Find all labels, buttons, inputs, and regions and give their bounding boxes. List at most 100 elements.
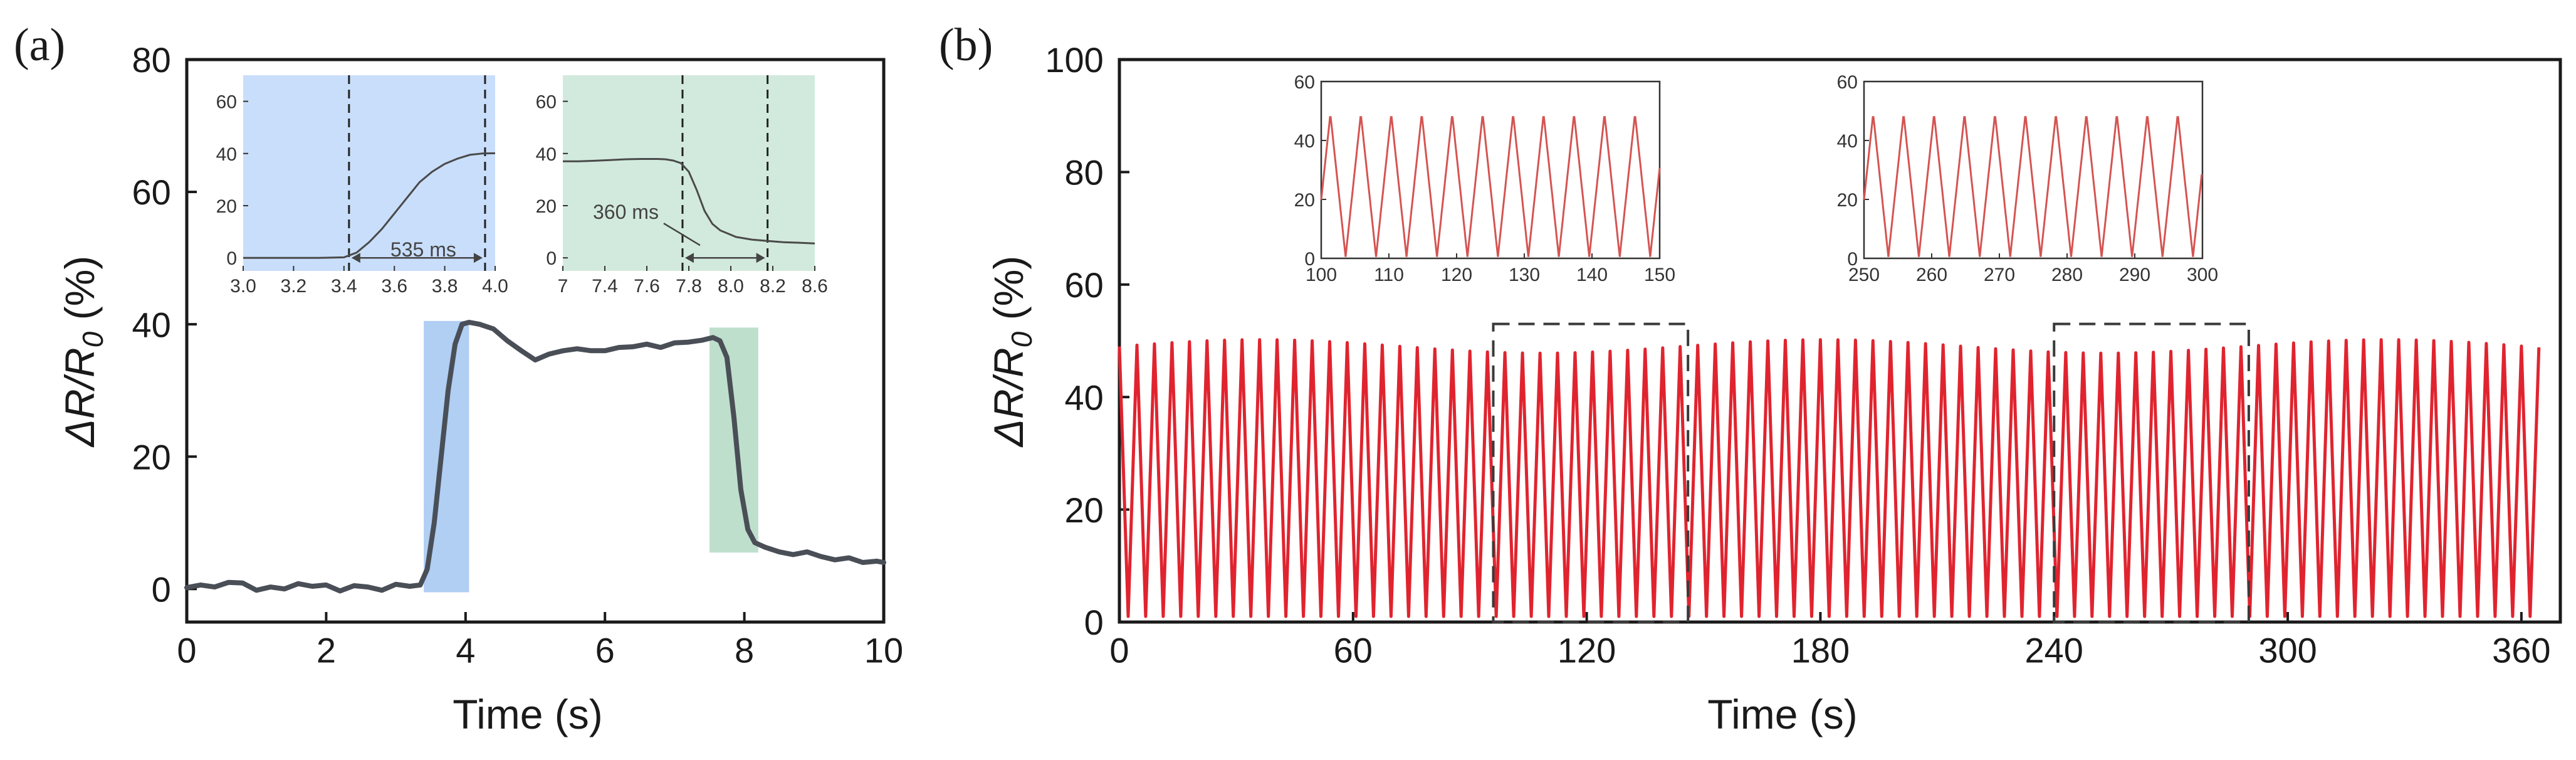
inset-pointer-line: [663, 223, 701, 246]
inset-y-tick-label: 0: [226, 248, 237, 269]
inset-x-tick-label: 7: [558, 276, 568, 297]
y-tick-label: 0: [1084, 603, 1104, 642]
inset-x-tick-label: 8.6: [802, 276, 828, 297]
inset-x-tick-label: 280: [2051, 265, 2083, 285]
b-inset-1: 100 110 120 130 140 150 0 20 40 60: [1294, 72, 1675, 285]
inset-y-tick-label: 60: [536, 92, 557, 113]
inset-x-tick-label: 7.4: [592, 276, 618, 297]
x-tick-label: 60: [1334, 630, 1373, 670]
inset-x-tick-label: 4.0: [482, 276, 508, 297]
y-tick-label: 60: [132, 172, 171, 212]
inset-y-tick-label: 40: [1837, 131, 1858, 152]
inset-x-tick-label: 270: [1984, 265, 2015, 285]
b-y-axis-title: ΔR/R0 (%): [985, 256, 1038, 448]
inset-data-line: [1863, 116, 2203, 257]
inset-y-tick-label: 20: [536, 196, 557, 217]
inset-x-tick-label: 3.4: [331, 276, 357, 297]
inset-y-tick-label: 40: [1294, 131, 1315, 152]
x-tick-label: 300: [2258, 630, 2317, 670]
inset-x-tick-label: 260: [1916, 265, 1947, 285]
inset-x-tick-label: 8.2: [760, 276, 786, 297]
x-tick-label: 10: [864, 630, 903, 670]
inset-x-tick-label: 7.8: [676, 276, 702, 297]
x-tick-label: 2: [317, 630, 336, 670]
highlight-box: [1492, 322, 1690, 624]
inset-y-tick-label: 60: [216, 92, 237, 113]
inset-y-tick-label: 60: [1294, 72, 1315, 93]
x-tick-label: 120: [1558, 630, 1616, 670]
a-x-axis-title: Time (s): [453, 691, 603, 737]
highlight-box: [2053, 322, 2250, 624]
inset-x-tick-label: 3.6: [381, 276, 407, 297]
inset-x-tick-label: 100: [1306, 265, 1337, 285]
inset-x-tick-label: 3.2: [281, 276, 307, 297]
a-inset-fall: 7 7.4 7.6 7.8 8.0 8.2 8.6 0 20 40 60 360 ms: [536, 75, 828, 297]
x-tick-label: 8: [735, 630, 754, 670]
x-tick-label: 6: [595, 630, 615, 670]
inset-frame: [1320, 80, 1661, 260]
y-tick-label: 80: [132, 40, 171, 80]
inset-x-tick-label: 300: [2187, 265, 2218, 285]
inset-annotation: 535 ms: [390, 238, 456, 261]
y-tick-label: 100: [1045, 40, 1103, 80]
a-inset-rise: 3.0 3.2 3.4 3.6 3.8 4.0 0 20 40 60 535 ms: [216, 75, 508, 297]
arrow-head-left: [684, 253, 694, 263]
inset-x-tick-label: 290: [2119, 265, 2150, 285]
arrow-head-left: [351, 253, 360, 263]
inset-x-tick-label: 250: [1848, 265, 1880, 285]
inset-x-tick-label: 140: [1576, 265, 1608, 285]
plot-frame: [1118, 58, 2562, 624]
y-tick-label: 20: [132, 437, 171, 477]
inset-y-tick-label: 0: [1304, 249, 1315, 270]
a-y-axis-title: ΔR/R0 (%): [56, 256, 109, 448]
b-data-line: [1118, 338, 2541, 618]
inset-y-tick-label: 60: [1837, 72, 1858, 93]
panel-a-label: (a): [14, 19, 65, 71]
inset-x-tick-label: 150: [1644, 265, 1675, 285]
inset-y-tick-label: 0: [1847, 249, 1858, 270]
inset-frame: [1863, 80, 2204, 260]
y-tick-label: 80: [1065, 153, 1104, 193]
x-tick-label: 360: [2492, 630, 2550, 670]
a-data-line: [184, 320, 886, 594]
inset-y-tick-label: 20: [1294, 190, 1315, 211]
inset-annotation: 360 ms: [593, 201, 659, 223]
inset-x-tick-label: 8.0: [718, 276, 744, 297]
inset-data-line: [1320, 116, 1661, 257]
inset-y-tick-label: 40: [536, 144, 557, 165]
y-tick-label: 60: [1065, 265, 1104, 305]
x-tick-label: 180: [1791, 630, 1850, 670]
y-tick-label: 40: [1065, 377, 1104, 417]
inset-x-tick-label: 130: [1509, 265, 1540, 285]
arrow-head-right: [473, 253, 483, 263]
inset-background: [243, 75, 495, 271]
a-shaded-regions: [424, 320, 758, 593]
b-tick-labels: 0 60 120 180 240 300 360 0 20 40 60 80 100: [1045, 40, 2550, 670]
inset-data-line: [243, 152, 496, 259]
inset-x-tick-label: 3.8: [432, 276, 458, 297]
b-x-axis-title: Time (s): [1707, 691, 1858, 737]
panel-b-label: (b): [939, 19, 993, 71]
inset-x-tick-label: 110: [1374, 265, 1404, 285]
plot-frame: [185, 58, 886, 624]
inset-y-tick-label: 40: [216, 144, 237, 165]
inset-y-tick-label: 20: [1837, 190, 1858, 211]
x-tick-label: 0: [1109, 630, 1129, 670]
y-tick-label: 40: [132, 305, 171, 344]
inset-x-tick-label: 120: [1441, 265, 1472, 285]
inset-y-tick-label: 20: [216, 196, 237, 217]
y-tick-label: 0: [152, 569, 171, 609]
inset-x-tick-label: 7.6: [634, 276, 660, 297]
b-highlight-boxes: [1492, 322, 2250, 624]
inset-data-line: [563, 158, 815, 245]
inset-y-tick-label: 0: [546, 248, 557, 269]
x-tick-label: 4: [456, 630, 475, 670]
x-tick-label: 0: [177, 630, 196, 670]
inset-x-tick-label: 3.0: [230, 276, 256, 297]
x-tick-label: 240: [2025, 630, 2083, 670]
y-tick-label: 20: [1065, 490, 1104, 530]
a-tick-labels: 0 2 4 6 8 10 0 20 40 60 80: [132, 40, 904, 670]
